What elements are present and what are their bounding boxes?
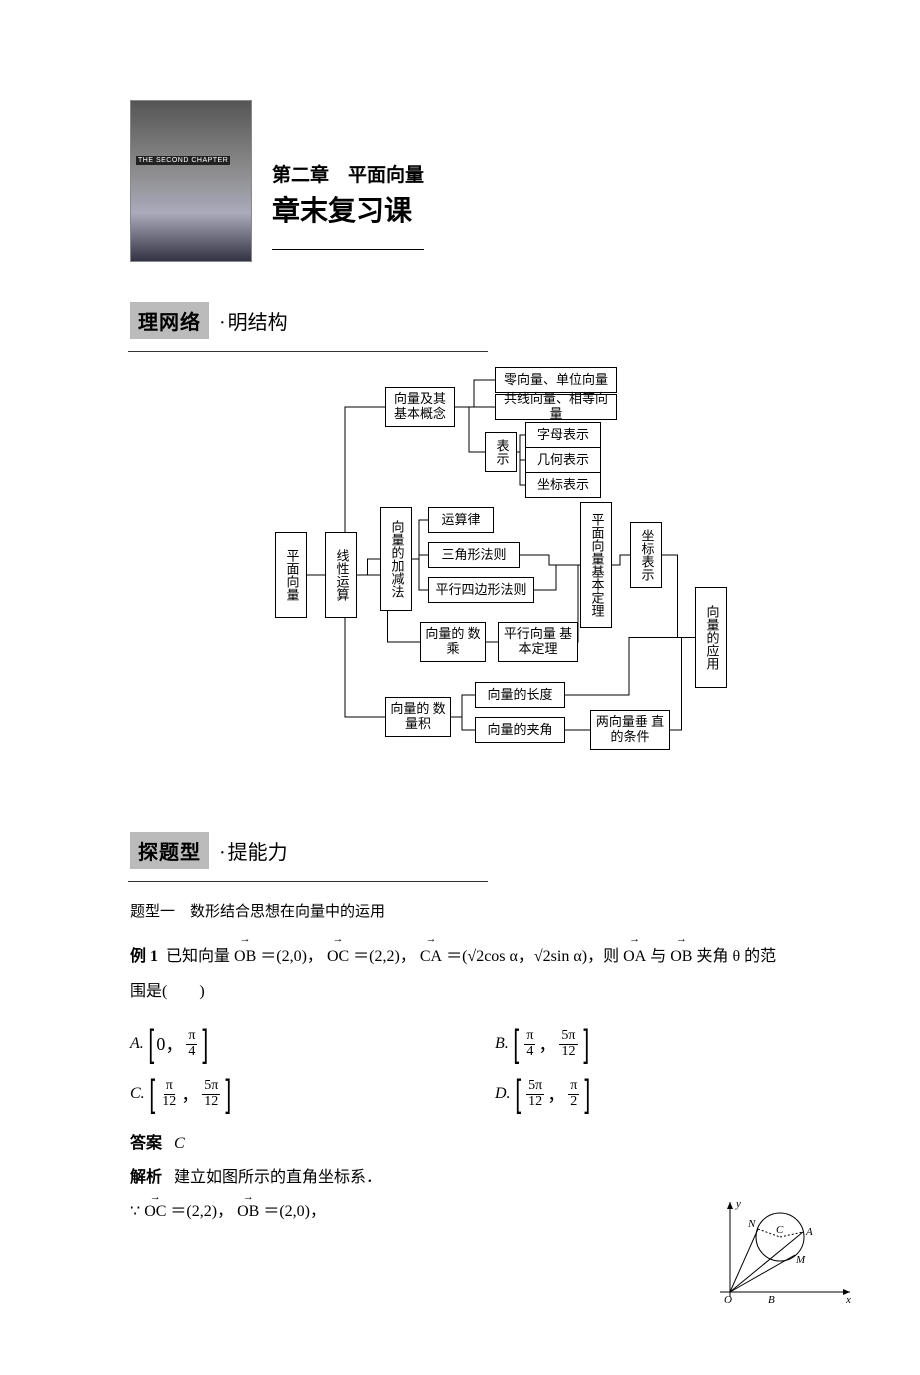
vec-CA: CA: [420, 939, 442, 974]
chapter-image: THE SECOND CHAPTER: [130, 100, 252, 262]
solution-body: ∵ OC ＝(2,2)， OB ＝(2,0)， O B x y: [130, 1197, 860, 1307]
svg-text:M: M: [795, 1254, 806, 1266]
diagram-node-tri: 三角形法则: [428, 542, 520, 568]
diagram-node-rule: 运算律: [428, 507, 494, 533]
diagram-node-para: 平行四边形法则: [428, 577, 534, 603]
choice-D: D.[5π12，π2]: [495, 1075, 860, 1113]
t: ＝(2,0)，: [260, 948, 323, 965]
diagram-node-ang: 向量的夹角: [475, 717, 565, 743]
diagram-node-dot: 向量的 数量积: [385, 697, 451, 737]
diagram-node-root: 平面向量: [275, 532, 307, 618]
diagram-node-zero: 零向量、单位向量: [495, 367, 617, 393]
choice-B: B.[π4，5π12]: [495, 1025, 860, 1063]
diagram-node-addsub: 向量的加减法: [380, 507, 412, 611]
t: 已知向量: [166, 948, 230, 965]
choices: A.[0，π4]B.[π4，5π12]C.[π12，5π12]D.[5π12，π…: [130, 1019, 860, 1119]
chapter-line2: 章末复习课: [272, 189, 424, 229]
diagram-node-perp: 两向量垂 直的条件: [590, 710, 670, 750]
diagram-node-jihe: 几何表示: [525, 447, 601, 473]
coordinate-figure: O B x y N C A M: [710, 1197, 860, 1307]
example-1: 例 1 已知向量 OB ＝(2,0)， OC ＝(2,2)， CA ＝(√2co…: [130, 939, 860, 1009]
chapter-line1: 第二章 平面向量: [272, 160, 424, 187]
svg-text:A: A: [805, 1226, 813, 1238]
svg-text:C: C: [776, 1224, 784, 1236]
diagram-node-biao: 表示: [485, 432, 517, 472]
diagram-node-coll: 共线向量、相等向量: [495, 394, 617, 420]
section2-badge: 探题型: [130, 832, 209, 869]
diagram-node-lin: 线性运算: [325, 532, 357, 618]
vec-OC: OC: [327, 939, 349, 974]
answer-value: C: [174, 1135, 185, 1152]
diagram-node-zuobiao: 坐标表示: [525, 472, 601, 498]
diagram-node-len: 向量的长度: [475, 682, 565, 708]
solution-row: 解析 建立如图所示的直角坐标系．: [130, 1163, 860, 1187]
topic-type: 题型一 数形结合思想在向量中的运用: [130, 900, 860, 921]
chapter-image-label: THE SECOND CHAPTER: [136, 156, 230, 165]
example-label: 例 1: [130, 948, 158, 965]
diagram-node-parvec: 平行向量 基本定理: [498, 622, 578, 662]
section-badge: 理网络: [130, 302, 209, 339]
chapter-header: THE SECOND CHAPTER 第二章 平面向量 章末复习课: [130, 100, 860, 262]
vec-OC2: OC: [144, 1203, 166, 1221]
answer-row: 答案 C: [130, 1129, 860, 1153]
vec-OA: OA: [623, 939, 646, 974]
t: 与: [650, 948, 666, 965]
solution-text: 建立如图所示的直角坐标系．: [174, 1169, 382, 1186]
section-topic: 探题型 提能力: [130, 832, 860, 869]
solution-label: 解析: [130, 1169, 162, 1186]
svg-text:N: N: [747, 1218, 756, 1230]
chapter-title-block: 第二章 平面向量 章末复习课: [272, 160, 424, 250]
concept-diagram: 平面向量线性运算 向量及其 基本概念 零向量、单位向量共线向量、相等向量表示字母表示…: [215, 362, 775, 792]
t: ∵: [130, 1203, 140, 1220]
diagram-node-zimu: 字母表示: [525, 422, 601, 448]
svg-text:x: x: [845, 1294, 851, 1306]
t: 夹角 θ 的范: [696, 948, 776, 965]
diagram-node-coord: 坐标表示: [630, 522, 662, 588]
diagram-node-basic: 平面向量基本定理: [580, 502, 612, 628]
choice-C: C.[π12，5π12]: [130, 1075, 495, 1113]
t: ＝(2,0)，: [263, 1203, 326, 1220]
svg-text:B: B: [768, 1294, 775, 1306]
section-network: 理网络 明结构: [130, 302, 860, 339]
vec-OB3: OB: [237, 1203, 259, 1221]
t: ＝(√2cos α，√2sin α)，则: [446, 948, 619, 965]
diagram-node-app: 向量的应用: [695, 587, 727, 688]
section2-sub: 提能力: [219, 836, 288, 865]
vec-OB2: OB: [670, 939, 692, 974]
t: ＝(2,2)，: [170, 1203, 233, 1220]
section-divider: [128, 351, 488, 352]
t: ＝(2,2)，: [353, 948, 416, 965]
diagram-node-concept: 向量及其 基本概念: [385, 387, 455, 427]
choice-A: A.[0，π4]: [130, 1025, 495, 1063]
section-sub: 明结构: [219, 306, 288, 335]
solution-line2: ∵ OC ＝(2,2)， OB ＝(2,0)，: [130, 1197, 326, 1221]
vec-OB: OB: [234, 939, 256, 974]
answer-label: 答案: [130, 1135, 162, 1152]
diagram-node-scalar: 向量的 数乘: [420, 622, 486, 662]
section-divider: [128, 881, 488, 882]
example-line2: 围是( ): [130, 983, 205, 1000]
svg-text:y: y: [735, 1198, 741, 1210]
svg-text:O: O: [724, 1294, 732, 1306]
